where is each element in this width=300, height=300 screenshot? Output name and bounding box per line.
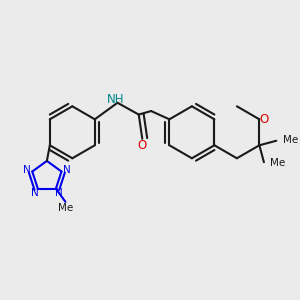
Text: Me: Me xyxy=(270,158,286,168)
Text: N: N xyxy=(55,188,63,198)
Text: N: N xyxy=(63,165,70,175)
Text: Me: Me xyxy=(58,203,73,213)
Text: O: O xyxy=(137,140,146,152)
Text: O: O xyxy=(259,113,268,126)
Text: N: N xyxy=(23,165,31,175)
Text: N: N xyxy=(31,188,39,198)
Text: Me: Me xyxy=(283,135,298,145)
Text: NH: NH xyxy=(106,93,124,106)
